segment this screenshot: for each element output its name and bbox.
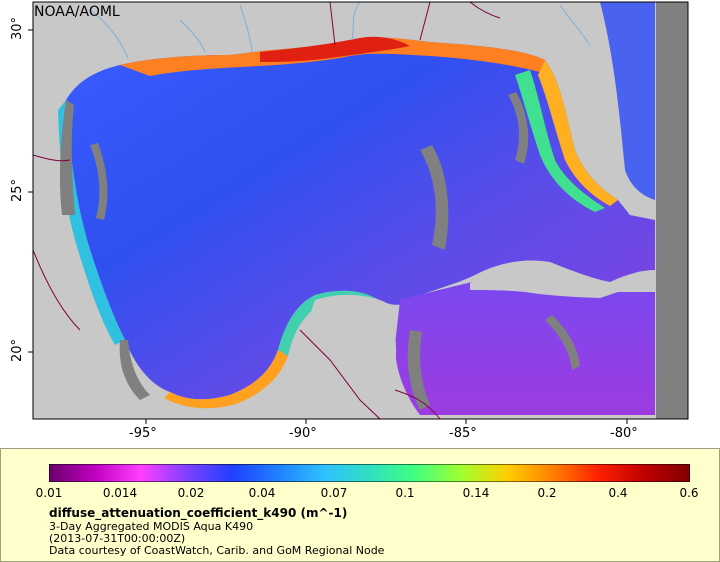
lon-label-80w: -80° <box>610 426 638 441</box>
colorbar-tick-3: 0.04 <box>248 486 276 500</box>
colorbar-tick-7: 0.2 <box>537 486 557 500</box>
dataset-time: (2013-07-31T00:00:00Z) <box>49 532 186 545</box>
axis-ticks <box>28 29 628 424</box>
bay-of-campeche-band <box>164 350 288 409</box>
colorbar <box>49 464 690 482</box>
colorbar-tick-8: 0.4 <box>608 486 628 500</box>
lon-label-85w: -85° <box>449 426 477 441</box>
dataset-description: 3-Day Aggregated MODIS Aqua K490 <box>49 520 254 533</box>
lat-label-30: 30° <box>10 16 26 41</box>
no-data-patches <box>59 2 688 419</box>
gulf-of-mexico-water <box>66 37 655 400</box>
florida-west-coast-band <box>538 60 618 206</box>
variable-name: diffuse_attenuation_coefficient_k490 (m^… <box>49 506 348 520</box>
colorbar-tick-5: 0.1 <box>395 486 415 500</box>
rivers <box>89 1 591 59</box>
ocean-color-map <box>28 1 689 424</box>
legend-panel: 0.01 0.014 0.02 0.04 0.07 0.1 0.14 0.2 0… <box>0 448 720 562</box>
map-panel: NOAA/AOML 30° 25° 20° -95° -90° -85° -80… <box>10 1 689 441</box>
florida-green-shelf <box>515 70 605 212</box>
atlantic-water <box>600 2 655 200</box>
map-frame <box>32 1 689 420</box>
map-credit-label: NOAA/AOML <box>34 4 120 20</box>
lat-label-25: 25° <box>10 178 26 203</box>
louisiana-red-band <box>260 36 410 62</box>
yucatan-shelf-band <box>278 290 375 356</box>
lon-label-90w: -90° <box>289 426 317 441</box>
political-borders <box>32 1 501 420</box>
data-courtesy: Data courtesy of CoastWatch, Carib. and … <box>49 544 385 557</box>
colorbar-tick-1: 0.014 <box>102 486 138 500</box>
caribbean-water <box>395 280 655 415</box>
cuba-land <box>470 266 630 298</box>
colorbar-tick-0: 0.01 <box>35 486 63 500</box>
yucatan-land <box>278 294 397 419</box>
colorbar-tick-2: 0.02 <box>177 486 205 500</box>
lat-label-20: 20° <box>10 338 26 363</box>
colorbar-tick-9: 0.6 <box>679 486 699 500</box>
colorbar-tick-4: 0.07 <box>320 486 348 500</box>
lon-label-95w: -95° <box>129 426 157 441</box>
colorbar-tick-6: 0.14 <box>462 486 490 500</box>
